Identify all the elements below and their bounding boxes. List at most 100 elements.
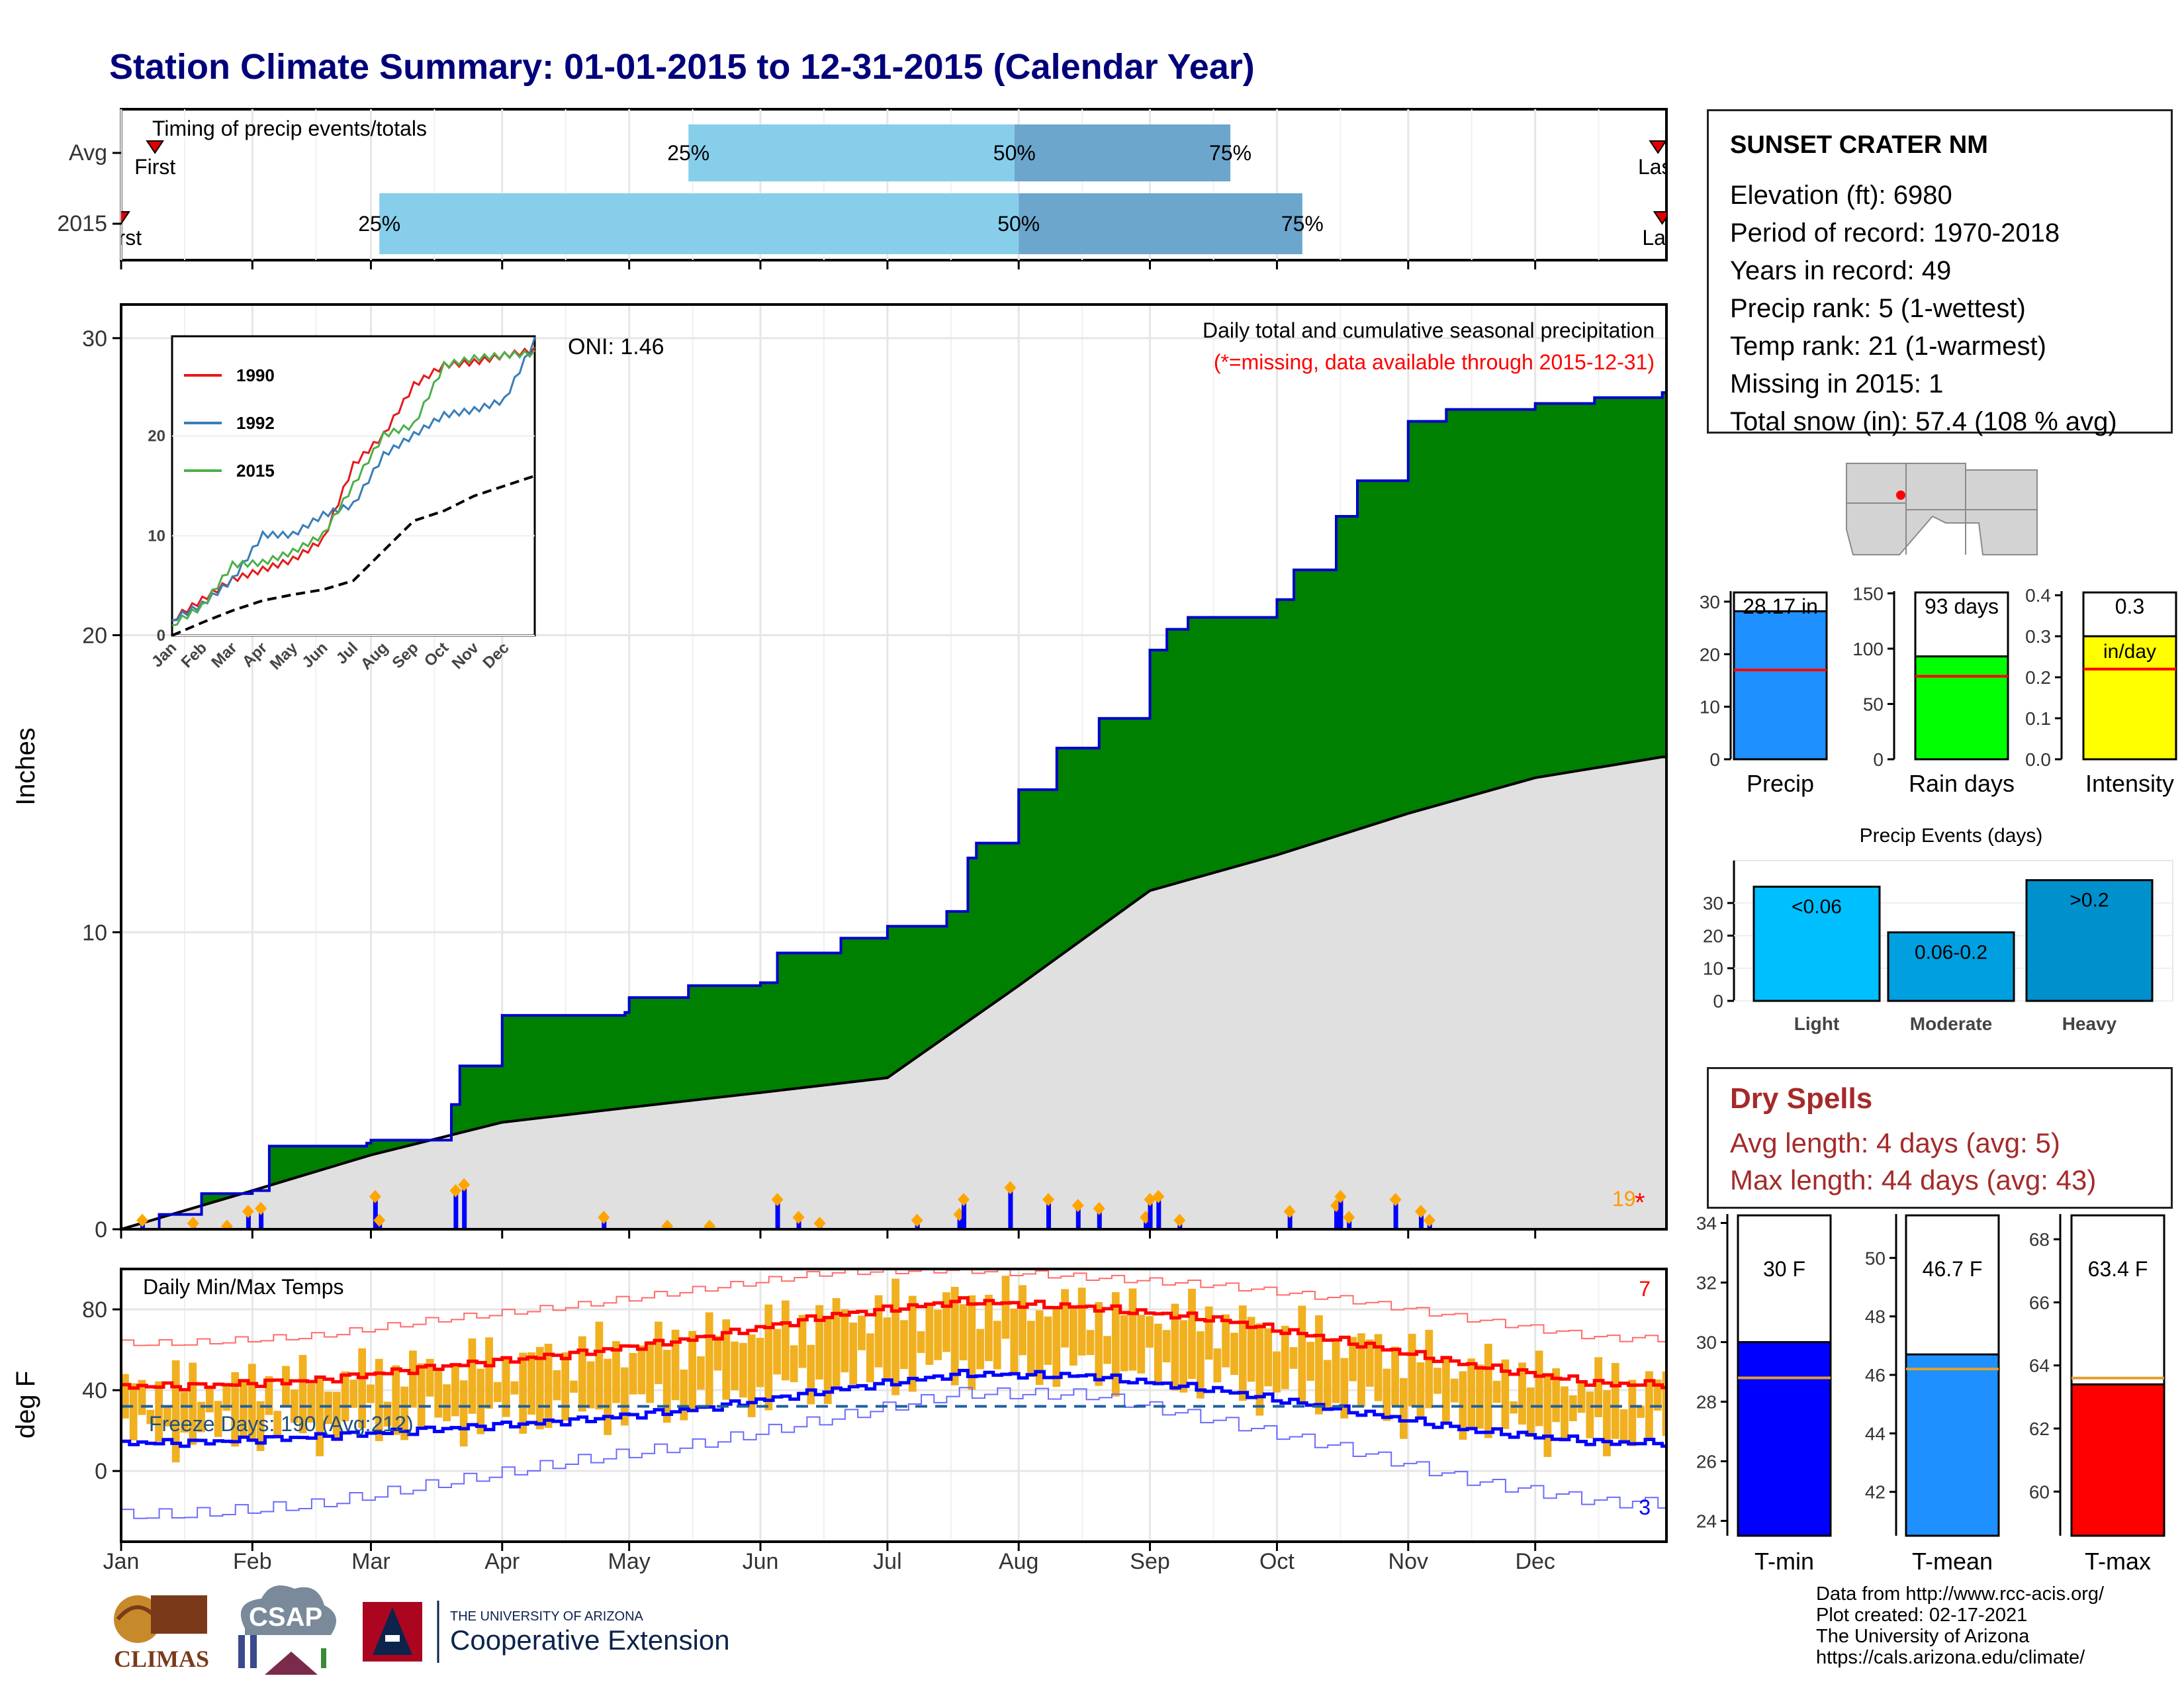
precip-panel: 0 10 20 30 Inches Daily total and cumulativ… (11, 303, 1668, 1243)
events-category-label: Light (1794, 1013, 1839, 1034)
daily-temp-bar (1179, 1320, 1188, 1393)
daily-precip-bar (1075, 1205, 1081, 1229)
svg-text:CSAP: CSAP (249, 1603, 322, 1632)
panel-value-label: 0.3 (2115, 594, 2144, 618)
daily-temp-bar (662, 1350, 671, 1423)
panel-y-tick: 26 (1696, 1452, 1717, 1472)
panel-y-tick: 0.4 (2025, 585, 2051, 606)
credit-line: https://cals.arizona.edu/climate/ (1816, 1647, 2085, 1668)
events-bar-label: >0.2 (2070, 890, 2109, 912)
last-marker (1653, 211, 1666, 225)
panel-bar (1914, 655, 2009, 761)
daily-precip-bar (373, 1196, 378, 1229)
panel-y-tick: 28 (1696, 1392, 1717, 1413)
events-bar (2025, 879, 2154, 1002)
station-missing: Missing in 2015: 1 (1730, 369, 1944, 399)
dry-spells-title: Dry Spells (1730, 1082, 1873, 1115)
panel-y-tick: 44 (1865, 1423, 1886, 1444)
events-y-tick: 10 (1703, 959, 1723, 979)
daily-temp-bar (950, 1287, 959, 1385)
first-label: First (134, 155, 175, 179)
daily-temp-bar (671, 1329, 680, 1401)
daily-temp-bar (375, 1358, 383, 1442)
dry-spells-box: Dry Spells Avg length: 4 days (avg: 5) M… (1707, 1067, 2173, 1209)
missing-marker: * (1635, 1188, 1645, 1217)
daily-temp-bar (409, 1350, 417, 1408)
daily-temp-bars (121, 1276, 1666, 1463)
daily-temp-bar (646, 1341, 655, 1403)
daily-precip-bar (1046, 1199, 1051, 1229)
avg-max-line (121, 1296, 1666, 1391)
daily-precip-marker (1414, 1205, 1427, 1219)
daily-temp-bar (1035, 1310, 1044, 1385)
p50-label: 50% (993, 141, 1036, 165)
p75-label: 75% (1281, 212, 1324, 236)
daily-precip-marker (373, 1213, 386, 1227)
panel-y-tick: 42 (1865, 1482, 1886, 1503)
daily-temp-bar (129, 1383, 138, 1440)
daily-temp-bar (586, 1361, 595, 1409)
daily-temp-bar (747, 1334, 756, 1417)
events-category-label: Moderate (1910, 1013, 1992, 1034)
temp-y-tick-label: 0 (95, 1459, 107, 1484)
daily-temp-bar (426, 1358, 434, 1397)
csap-logo: CSAP (238, 1585, 336, 1675)
daily-precip-marker (242, 1205, 254, 1219)
daily-precip-marker (911, 1213, 923, 1227)
daily-temp-bar (1044, 1316, 1052, 1365)
last-marker (1649, 140, 1666, 154)
daily-temp-bar (1383, 1368, 1391, 1421)
month-label: Dec (1515, 1549, 1555, 1574)
daily-precip-bar (1156, 1196, 1161, 1229)
daily-temp-bar (1340, 1358, 1349, 1419)
temp-y-tick-label: 40 (82, 1378, 107, 1403)
events-y-tick: 20 (1703, 925, 1723, 946)
first-label: First (101, 226, 142, 250)
daily-temp-bar (273, 1411, 282, 1438)
station-temp-rank: Temp rank: 21 (1-warmest) (1730, 332, 2046, 361)
daily-temp-bar (680, 1370, 688, 1421)
daily-precip-bar (462, 1184, 467, 1229)
credit-line: The University of Arizona (1816, 1626, 2030, 1647)
daily-temp-bar (290, 1389, 298, 1423)
inset-series-line (171, 349, 536, 627)
svg-text:THE UNIVERSITY OF ARIZONA: THE UNIVERSITY OF ARIZONA (450, 1609, 644, 1624)
panel-y-tick: 34 (1696, 1213, 1717, 1234)
panel-y-tick: 0 (1873, 749, 1884, 770)
daily-temp-bar (1399, 1378, 1408, 1439)
daily-precip-marker (1343, 1211, 1355, 1225)
inset-legend-label: 1992 (236, 413, 275, 433)
daily-temp-bar (731, 1341, 739, 1390)
p50-label: 50% (997, 212, 1040, 236)
daily-temp-bar (985, 1294, 993, 1362)
daily-temp-bar (519, 1352, 527, 1434)
inset-plot-area (171, 335, 536, 637)
daily-temp-bar (544, 1343, 553, 1429)
daily-precip-marker (704, 1219, 716, 1229)
station-elevation: Elevation (ft): 6980 (1730, 181, 1952, 210)
daily-temp-bar (570, 1380, 578, 1393)
daily-precip-bar (1287, 1211, 1293, 1229)
panel-y-tick: 50 (1863, 694, 1884, 714)
daily-temp-bar (535, 1346, 544, 1430)
daily-temp-bar (874, 1295, 883, 1368)
daily-temp-bar (527, 1352, 535, 1415)
daily-temp-bar (1637, 1405, 1645, 1418)
daily-temp-bar (1543, 1374, 1552, 1458)
daily-precip-marker (813, 1217, 826, 1229)
daily-precip-marker (1152, 1190, 1165, 1203)
daily-temp-bar (1188, 1288, 1196, 1380)
events-y-tick: 30 (1703, 893, 1723, 914)
panel-y-tick: 64 (2029, 1356, 2050, 1376)
dry-max-length: Max length: 44 days (avg: 43) (1730, 1164, 2097, 1196)
timing-bar-q2 (379, 193, 1019, 254)
daily-precip-bar (962, 1199, 967, 1229)
daily-temp-bar (1492, 1380, 1501, 1403)
credit-line: Plot created: 02-17-2021 (1816, 1605, 2028, 1626)
daily-temp-bar (1441, 1358, 1450, 1425)
svg-text:CLIMAS: CLIMAS (114, 1646, 209, 1672)
daily-temp-bar (400, 1386, 409, 1440)
daily-temp-bar (1332, 1339, 1340, 1403)
daily-temp-bar (1365, 1339, 1374, 1387)
inset-y-tick: 10 (148, 527, 165, 545)
